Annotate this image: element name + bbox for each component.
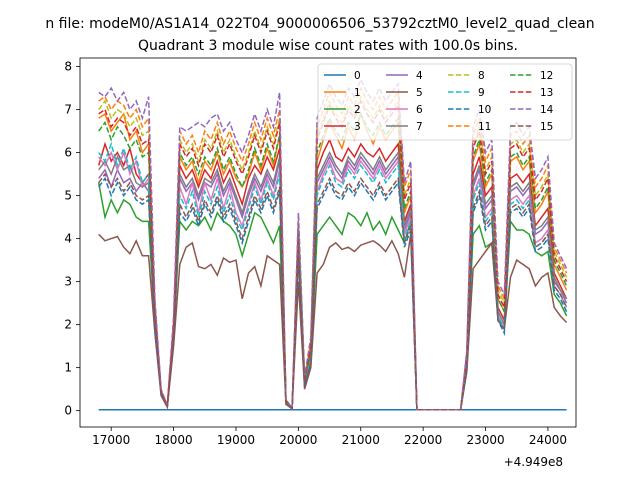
- y-tick-label: 5: [64, 189, 72, 203]
- x-tick-label: 24000: [529, 433, 567, 447]
- legend-label-1: 1: [354, 87, 361, 99]
- y-tick-label: 8: [64, 60, 72, 74]
- plot-frame: [79, 57, 577, 428]
- chart-title: Quadrant 3 module wise count rates with …: [138, 38, 518, 54]
- y-tick-label: 2: [64, 318, 72, 332]
- axes-layer: 17000 18000 19000 20000 21000 22000 23000 24000…: [64, 57, 577, 447]
- legend-label-6: 6: [416, 104, 423, 116]
- series-line-9: [98, 141, 568, 411]
- legend-label-14: 14: [540, 104, 554, 116]
- series-line-14: [98, 77, 568, 411]
- x-offset-label: +4.949e8: [504, 455, 563, 469]
- legend-label-3: 3: [354, 121, 361, 133]
- series-line-5: [98, 233, 568, 411]
- y-tick-label: 7: [64, 103, 72, 117]
- figure-suptitle: n file: modeM0/AS1A14_022T04_9000006506_…: [45, 16, 594, 32]
- x-tick-label: 22000: [404, 433, 442, 447]
- y-tick-label: 3: [64, 275, 72, 289]
- legend-frame: [317, 63, 573, 141]
- y-tick-label: 0: [64, 404, 72, 418]
- x-tick-label: 17000: [92, 433, 130, 447]
- series-line-10: [98, 176, 568, 411]
- legend-label-8: 8: [478, 70, 485, 82]
- legend-label-15: 15: [540, 121, 553, 133]
- legend-label-10: 10: [478, 104, 491, 116]
- x-tick-label: 18000: [154, 433, 192, 447]
- x-tick-label: 21000: [342, 433, 380, 447]
- legend-label-12: 12: [540, 70, 553, 82]
- legend-label-13: 13: [540, 87, 553, 99]
- legend-label-2: 2: [354, 104, 361, 116]
- y-tick-label: 1: [64, 361, 72, 375]
- legend-label-11: 11: [478, 121, 491, 133]
- legend-label-7: 7: [416, 121, 423, 133]
- y-tick-label: 6: [64, 146, 72, 160]
- legend-label-0: 0: [354, 70, 361, 82]
- x-tick-label: 20000: [279, 433, 317, 447]
- y-tick-label: 4: [64, 232, 72, 246]
- legend-label-9: 9: [478, 87, 485, 99]
- legend-label-5: 5: [416, 87, 423, 99]
- x-tick-label: 23000: [466, 433, 504, 447]
- legend-label-4: 4: [416, 70, 423, 82]
- series-line-15: [98, 172, 568, 411]
- x-tick-label: 19000: [217, 433, 255, 447]
